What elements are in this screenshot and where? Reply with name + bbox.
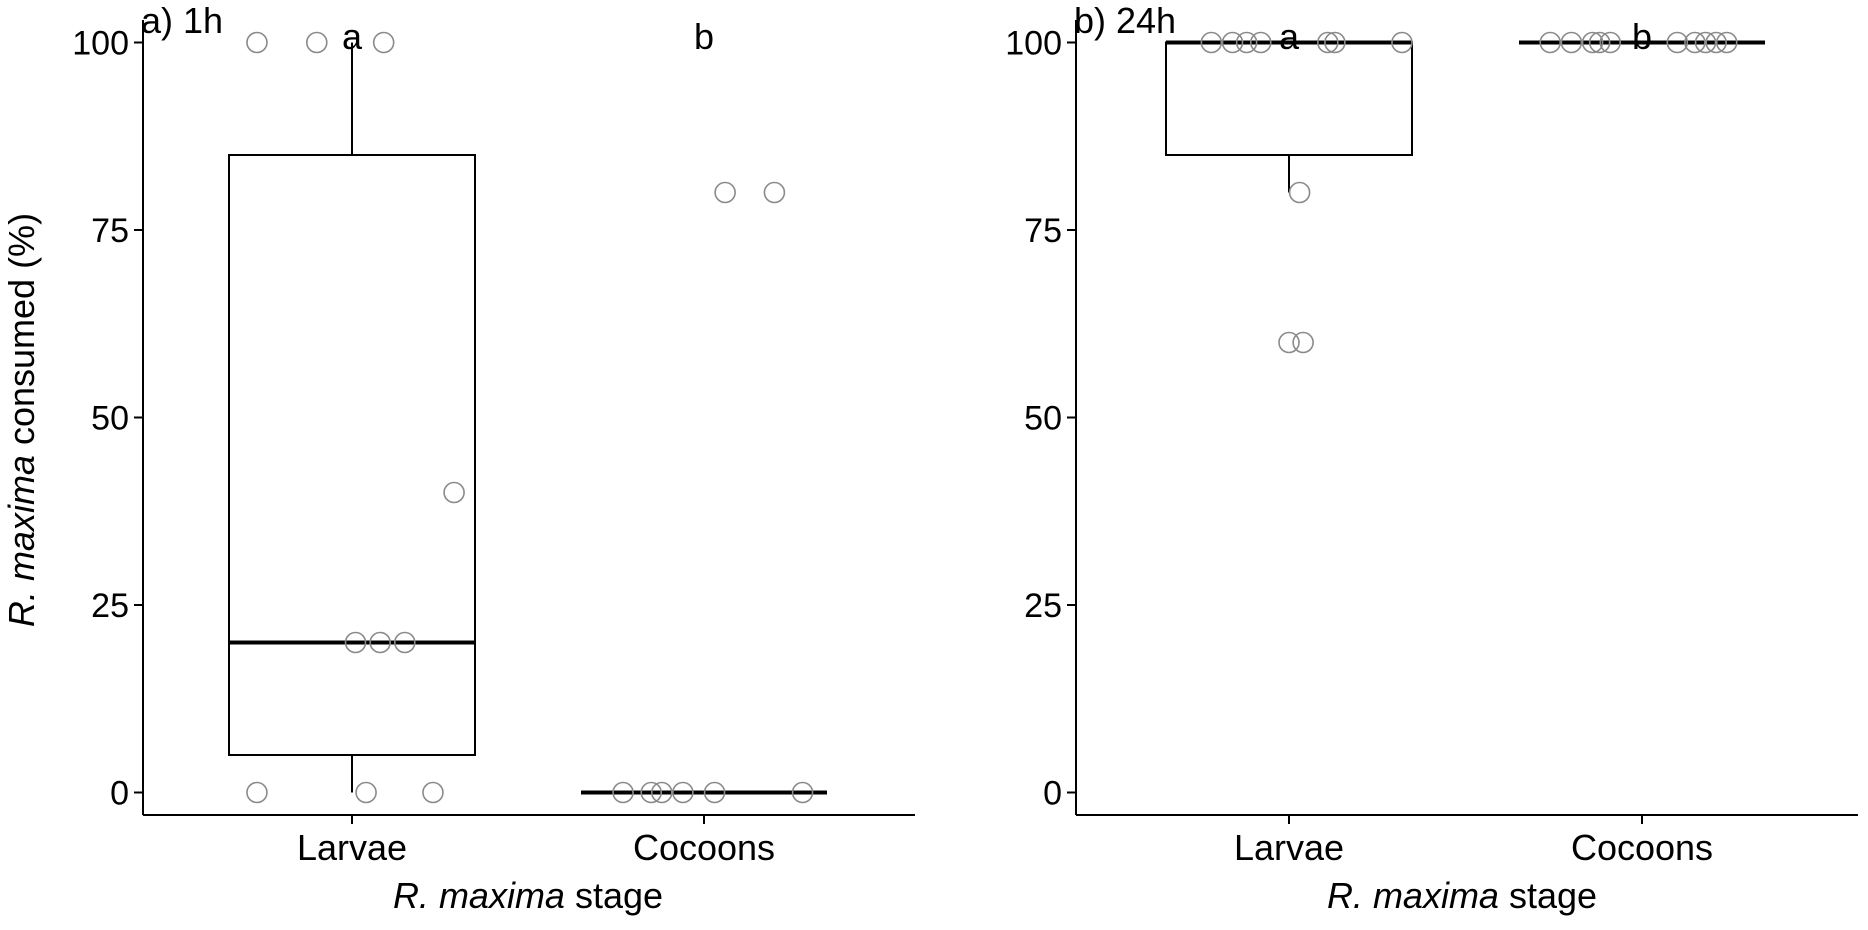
data-point (369, 631, 391, 654)
data-point (422, 781, 444, 804)
data-point (1235, 31, 1258, 54)
data-point (355, 781, 377, 804)
y-tick-label: 50 (1024, 400, 1062, 438)
data-point (344, 631, 367, 654)
significance-letter: b (694, 16, 714, 57)
data-point (1599, 31, 1622, 54)
data-point (1560, 31, 1583, 54)
y-axis-title-rest: consumed (%) (1, 213, 42, 455)
x-axis-title-rest: stage (565, 875, 663, 916)
data-point (1249, 31, 1272, 54)
x-axis-title-italic: R. maxima (393, 875, 565, 916)
y-tick-label: 75 (1024, 212, 1062, 250)
box-larvae (1165, 41, 1413, 156)
data-point (246, 31, 268, 54)
data-point (1539, 31, 1562, 54)
data-point (714, 181, 736, 204)
data-point (612, 781, 634, 804)
box-larvae (228, 154, 476, 756)
y-tick-label: 50 (91, 400, 129, 438)
data-point (1317, 31, 1339, 54)
data-point (393, 631, 416, 654)
data-point (763, 181, 786, 204)
data-point (1200, 31, 1223, 54)
panel-label: a) 1h (141, 0, 223, 41)
x-tick-label-cocoons: Cocoons (1571, 827, 1713, 868)
panel-label: b) 24h (1074, 0, 1176, 41)
data-point (443, 481, 465, 504)
data-point (672, 781, 694, 804)
x-tick-label-larvae: Larvae (1234, 827, 1344, 868)
significance-letter: b (1632, 16, 1652, 57)
x-axis-title-panel-a: R. maxima stage (393, 875, 663, 916)
data-point (1288, 181, 1311, 204)
x-axis-title-panel-b: R. maxima stage (1327, 875, 1597, 916)
data-point (1391, 31, 1413, 54)
data-point (1292, 331, 1314, 354)
x-tick-label-cocoons: Cocoons (633, 827, 775, 868)
data-point (650, 781, 673, 804)
significance-letter: a (1279, 16, 1300, 57)
panel-1h: 0 25 50 75 100 Larvae Cocoons a b a) 1h (72, 0, 915, 868)
data-point (1684, 31, 1706, 54)
y-tick-label: 0 (1043, 775, 1062, 813)
data-point (246, 781, 268, 804)
significance-letter: a (342, 16, 363, 57)
data-point (1581, 31, 1604, 54)
panel-24h: 0 25 50 75 100 Larvae Cocoons a b b) 24h (1005, 0, 1858, 868)
data-point (1324, 31, 1346, 54)
x-tick-label-larvae: Larvae (297, 827, 407, 868)
data-point (1588, 31, 1611, 54)
data-point (372, 31, 395, 54)
data-point (1278, 331, 1300, 354)
y-axis-title: R. maxima consumed (%) (1, 213, 42, 627)
data-point (640, 781, 663, 804)
y-tick-label: 75 (91, 212, 129, 250)
data-point (305, 31, 328, 54)
y-tick-label: 100 (1005, 25, 1062, 63)
data-point (1666, 31, 1689, 54)
x-axis-title-italic: R. maxima (1327, 875, 1499, 916)
y-tick-label: 25 (1024, 587, 1062, 625)
y-tick-label: 0 (110, 775, 129, 813)
y-tick-label: 25 (91, 587, 129, 625)
data-point (1221, 31, 1244, 54)
data-point (1694, 31, 1717, 54)
data-point (1715, 31, 1738, 54)
data-point (791, 781, 814, 804)
y-tick-label: 100 (72, 25, 129, 63)
data-point (703, 781, 726, 804)
y-axis-title-italic: R. maxima (1, 455, 42, 627)
data-point (1705, 31, 1727, 54)
x-axis-title-rest: stage (1499, 875, 1597, 916)
